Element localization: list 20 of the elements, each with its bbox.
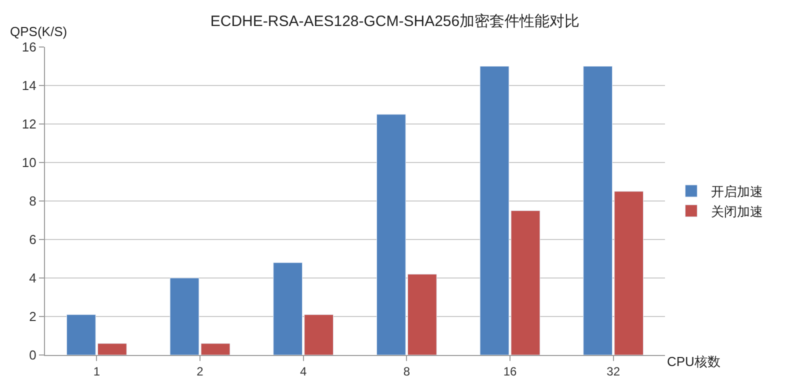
x-tick-label: 1: [93, 364, 100, 378]
legend-label: 开启加速: [711, 184, 764, 200]
y-tick-label: 4: [29, 270, 36, 286]
x-tick-label: 16: [503, 364, 517, 378]
y-tick-label: 2: [29, 309, 36, 324]
y-tick-label: 6: [29, 232, 36, 248]
x-tick-label: 4: [300, 364, 307, 378]
x-axis-title: CPU核数: [667, 354, 720, 369]
y-tick-label: 16: [22, 40, 36, 55]
x-tick-label: 8: [403, 364, 410, 378]
legend-label: 关闭加速: [711, 204, 764, 219]
x-tick-label: 32: [606, 364, 620, 378]
y-tick-label: 14: [22, 78, 36, 94]
y-tick-label: 12: [22, 116, 36, 132]
y-tick-label: 8: [29, 194, 36, 209]
chart-title: ECDHE-RSA-AES128-GCM-SHA256加密套件性能对比: [210, 13, 580, 30]
y-axis-title: QPS(K/S): [10, 24, 68, 39]
x-tick-label: 2: [196, 364, 204, 378]
y-tick-label: 10: [22, 155, 36, 170]
y-tick-label: 0: [29, 348, 36, 363]
